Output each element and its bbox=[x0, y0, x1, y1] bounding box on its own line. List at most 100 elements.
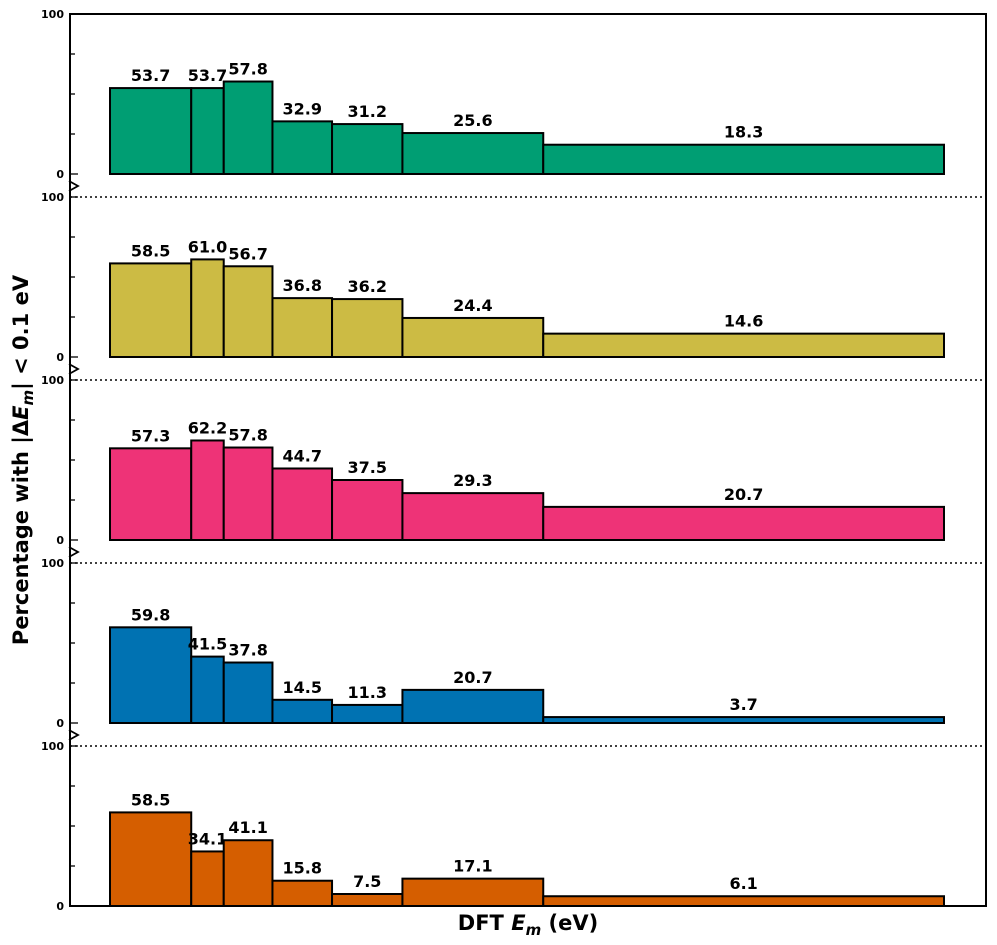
bar-value-label: 58.5 bbox=[131, 790, 170, 809]
bar-value-label: 24.4 bbox=[453, 296, 492, 315]
bar bbox=[542, 716, 945, 725]
bar bbox=[401, 132, 545, 175]
bar bbox=[331, 703, 404, 724]
bar-value-label: 34.1 bbox=[188, 829, 227, 848]
bar-value-label: 11.3 bbox=[347, 683, 386, 702]
axis-break-mark bbox=[68, 180, 80, 192]
bar-value-label: 57.3 bbox=[131, 426, 170, 445]
bar-value-label: 14.5 bbox=[283, 678, 322, 697]
y-tick-label: 100 bbox=[41, 191, 64, 204]
y-axis-title-post: | < 0.1 eV bbox=[9, 274, 34, 390]
bar bbox=[109, 626, 193, 725]
bar bbox=[222, 839, 274, 907]
y-tick-label: 0 bbox=[56, 351, 64, 364]
bar bbox=[190, 87, 225, 175]
bar-value-label: 17.1 bbox=[453, 857, 492, 876]
y-tick-label: 100 bbox=[41, 740, 64, 753]
bar bbox=[401, 688, 545, 725]
x-axis-title-main: DFT bbox=[458, 911, 511, 935]
bar bbox=[542, 143, 945, 176]
bar-value-label: 59.8 bbox=[131, 605, 170, 624]
bar-value-label: 20.7 bbox=[724, 485, 763, 504]
bar bbox=[190, 850, 225, 908]
bar bbox=[331, 298, 404, 358]
panel-5: 0 100 58.5 34.141.1 15.8 7.5 17.1 6.1 bbox=[41, 740, 945, 913]
bar bbox=[331, 893, 404, 907]
bar-value-label: 32.9 bbox=[283, 99, 322, 118]
y-tick-label: 100 bbox=[41, 557, 64, 570]
bar bbox=[190, 258, 225, 358]
bar bbox=[271, 467, 334, 542]
bar-value-label: 61.0 bbox=[188, 237, 227, 256]
bar-value-label: 36.8 bbox=[283, 276, 322, 295]
bar-value-label: 20.7 bbox=[453, 668, 492, 687]
bar-value-label: 41.5 bbox=[188, 635, 227, 654]
bar-value-label: 31.2 bbox=[347, 102, 386, 121]
bar bbox=[271, 297, 334, 358]
bar-value-label: 44.7 bbox=[283, 446, 322, 465]
plot-frame bbox=[69, 13, 987, 907]
bar bbox=[109, 87, 193, 175]
bar-value-label: 25.6 bbox=[453, 111, 492, 130]
panel-3: 0 100 57.3 62.2 57.8 44.7 37.5 29.3 20.7 bbox=[41, 374, 986, 564]
bar-value-label: 14.6 bbox=[724, 312, 763, 331]
bar bbox=[331, 479, 404, 541]
x-axis-title-sub: m bbox=[526, 921, 542, 939]
bar-value-label: 6.1 bbox=[729, 874, 757, 893]
bar bbox=[271, 698, 334, 724]
panel-4: 0 100 59.8 41.5 37.8 14.5 11.3 20.7 3.7 bbox=[41, 557, 986, 747]
bar bbox=[190, 439, 225, 542]
x-axis-title: DFT Em (eV) bbox=[458, 911, 598, 939]
bar bbox=[109, 811, 193, 908]
bar bbox=[222, 265, 274, 358]
bar-value-label: 62.2 bbox=[188, 418, 227, 437]
y-axis-title-sub: m bbox=[19, 390, 37, 406]
axis-break-mark bbox=[68, 363, 80, 375]
y-tick-label: 100 bbox=[41, 8, 64, 21]
axis-break-mark bbox=[68, 729, 80, 741]
bar bbox=[542, 895, 945, 907]
bar-value-label: 53.7 bbox=[188, 66, 227, 85]
y-axis-title: Percentage with |ΔEm| < 0.1 eV bbox=[9, 274, 37, 645]
x-axis-title-italic: E bbox=[511, 911, 526, 935]
bar bbox=[222, 446, 274, 541]
bar bbox=[271, 879, 334, 907]
axis-break-mark bbox=[68, 546, 80, 558]
bar bbox=[401, 316, 545, 358]
y-axis-title-pre: Percentage with |Δ bbox=[9, 419, 34, 645]
bar-value-label: 18.3 bbox=[724, 123, 763, 142]
y-tick-label: 0 bbox=[56, 168, 64, 181]
bar bbox=[222, 661, 274, 725]
y-tick-label: 0 bbox=[56, 900, 64, 913]
bar bbox=[331, 123, 404, 175]
bar-value-label: 53.7 bbox=[131, 66, 170, 85]
bar-value-label: 41.1 bbox=[228, 818, 267, 837]
bar bbox=[222, 80, 274, 175]
bar bbox=[542, 505, 945, 542]
bar-value-label: 29.3 bbox=[453, 471, 492, 490]
bar-value-label: 57.8 bbox=[228, 60, 267, 79]
bar-value-label: 36.2 bbox=[347, 277, 386, 296]
bar-value-label: 57.8 bbox=[228, 426, 267, 445]
bar bbox=[542, 332, 945, 359]
bar bbox=[401, 492, 545, 541]
bar-value-label: 7.5 bbox=[353, 872, 381, 891]
bar-value-label: 58.5 bbox=[131, 241, 170, 260]
y-tick-label: 0 bbox=[56, 717, 64, 730]
bar-value-label: 37.5 bbox=[347, 458, 386, 477]
bar bbox=[109, 262, 193, 358]
bar-value-label: 15.8 bbox=[283, 859, 322, 878]
y-tick-label: 0 bbox=[56, 534, 64, 547]
panel-2: 0 100 58.5 61.0 56.7 36.8 36.2 24.4 14.6 bbox=[41, 191, 986, 381]
bar bbox=[190, 655, 225, 724]
bar-value-label: 3.7 bbox=[729, 695, 757, 714]
bar-value-label: 56.7 bbox=[228, 244, 267, 263]
y-tick-label: 100 bbox=[41, 374, 64, 387]
bar bbox=[109, 447, 193, 542]
x-axis-title-rest: (eV) bbox=[541, 911, 598, 935]
bar bbox=[401, 877, 545, 908]
bar-value-label: 37.8 bbox=[228, 641, 267, 660]
